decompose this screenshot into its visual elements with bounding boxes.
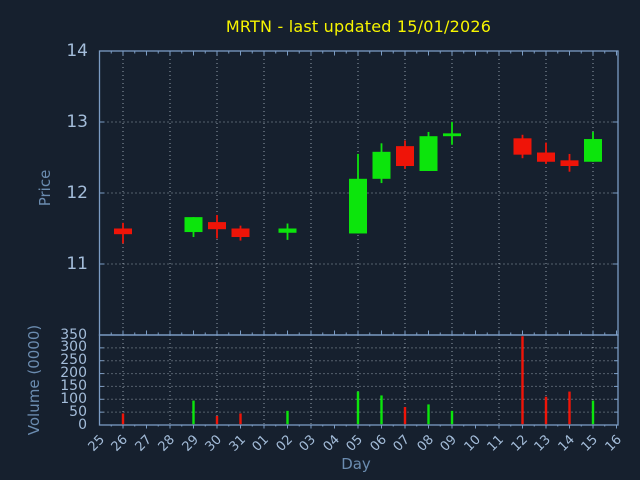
candle-body [208, 222, 226, 230]
volume-tick-label: 100 [60, 390, 87, 407]
candle-body [184, 217, 203, 233]
price-tick-label: 13 [66, 112, 88, 132]
chart-title: MRTN - last updated 15/01/2026 [225, 17, 492, 36]
volume-tick-label: 0 [78, 416, 87, 433]
candle-body [537, 152, 555, 162]
price-tick-label: 11 [66, 254, 88, 274]
volume-tick-label: 250 [60, 352, 87, 369]
candle-body [419, 136, 438, 171]
candle-body [513, 138, 532, 155]
x-axis-title: Day [341, 455, 371, 473]
volume-bar [450, 410, 454, 425]
candle-body [349, 178, 367, 234]
candle-body [560, 160, 579, 167]
volume-panel-border [98, 334, 619, 426]
price-tick-label: 12 [66, 183, 88, 203]
volume-bar [403, 407, 407, 425]
volume-bar [544, 396, 548, 425]
candle-body [396, 146, 414, 167]
volume-bar [521, 336, 524, 425]
volume-bar [591, 400, 595, 425]
volume-bar [121, 413, 125, 425]
volume-tick-label: 150 [60, 377, 87, 394]
candle-body [372, 151, 391, 179]
volume-bar [192, 400, 195, 425]
volume-bar [380, 395, 383, 425]
volume-bar [568, 391, 571, 425]
volume-bar [215, 416, 219, 425]
candle-body [584, 139, 602, 162]
volume-tick-label: 350 [60, 326, 87, 343]
candle-body [443, 133, 461, 137]
volume-tick-label: 200 [60, 365, 87, 382]
volume-bar [356, 391, 360, 425]
volume-bar [239, 413, 242, 425]
candle-body [278, 228, 297, 233]
volume-tick-label: 300 [60, 339, 87, 356]
candle-body [231, 228, 250, 238]
volume-tick-label: 50 [69, 403, 87, 420]
candle-body [114, 228, 132, 235]
volume-bar [427, 404, 430, 425]
volume-bar [286, 410, 289, 425]
price-tick-label: 14 [66, 41, 88, 61]
